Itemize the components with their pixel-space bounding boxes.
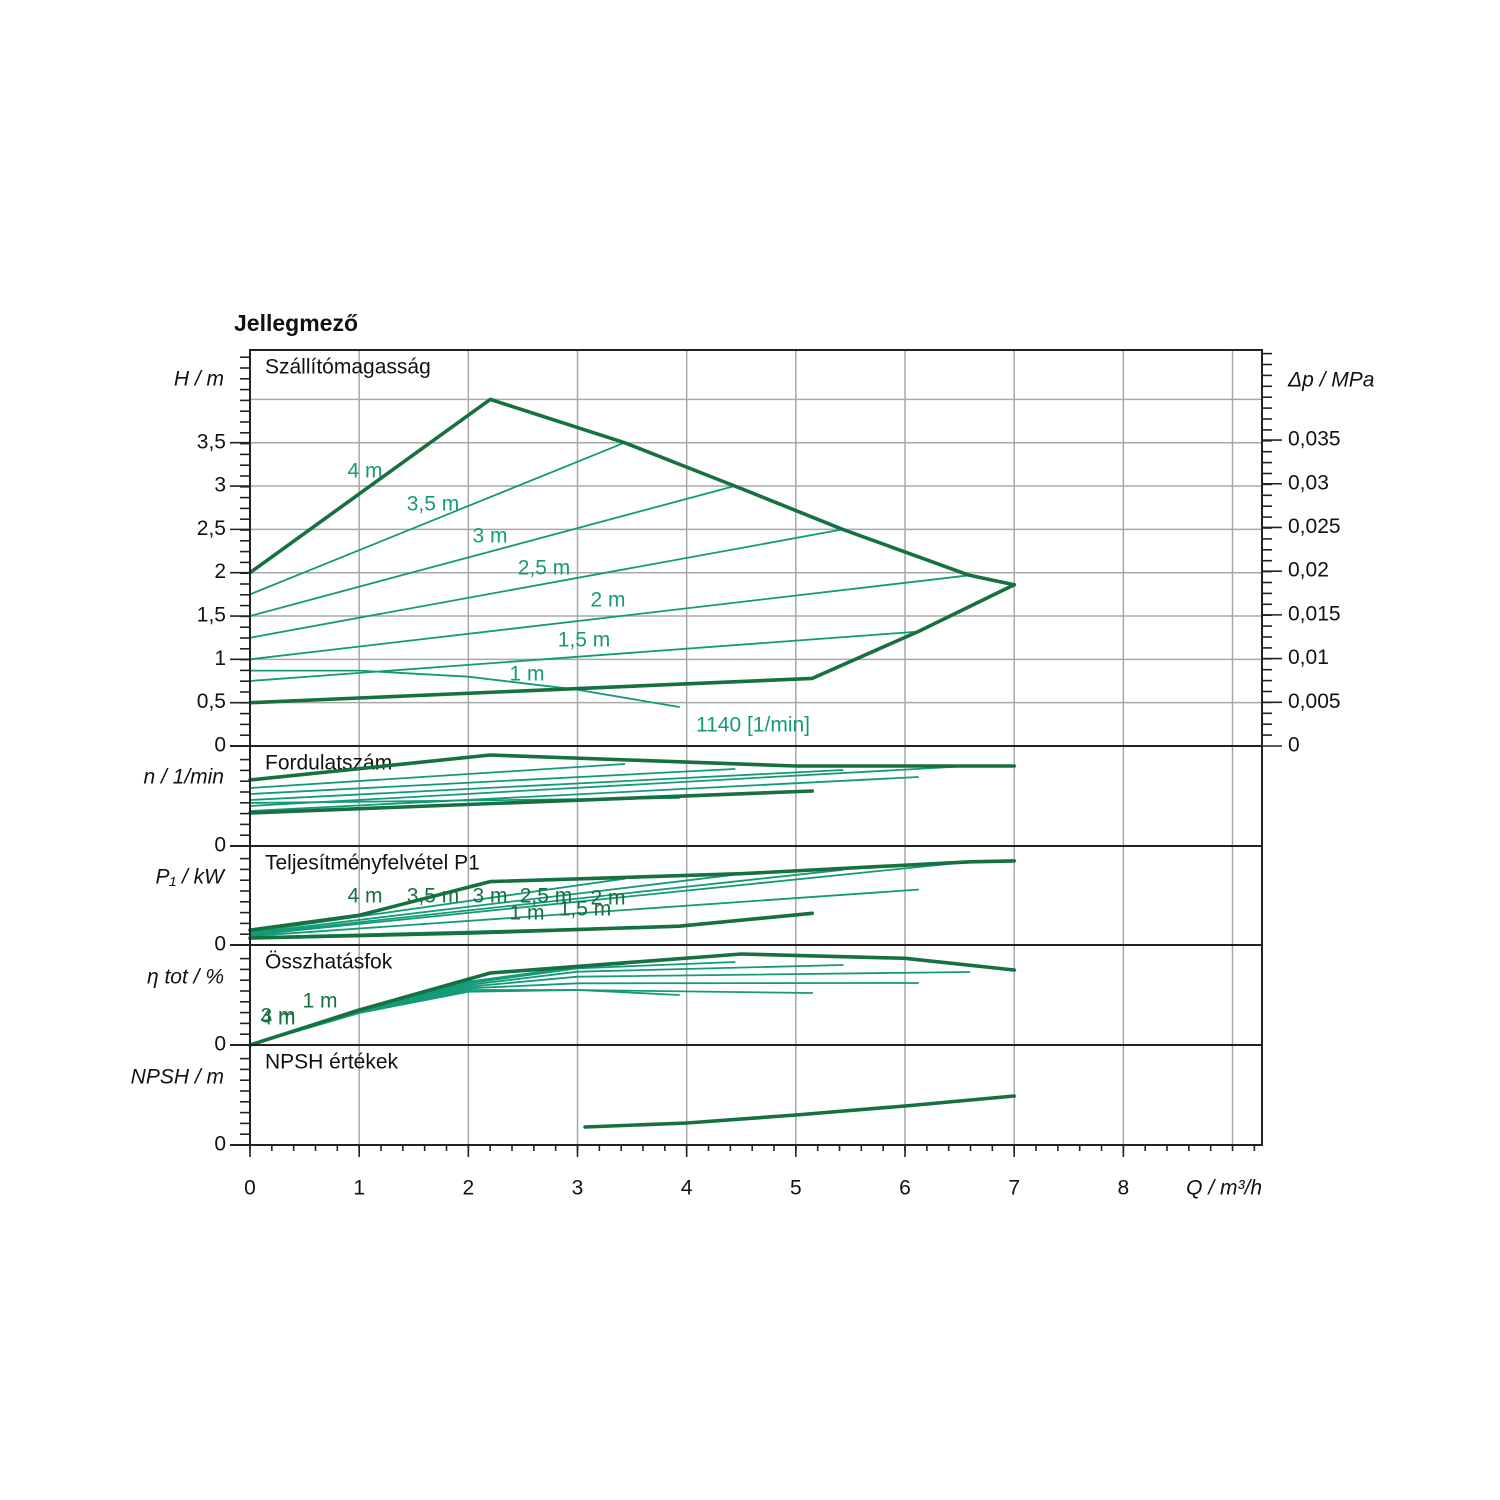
panel-title: Összhatásfok	[265, 951, 393, 974]
envelope-line	[248, 397, 1016, 587]
y2-tick-label: 0	[1288, 734, 1300, 757]
curve-annotation: 3 m	[472, 525, 507, 548]
curve-annotation: 3 m	[260, 1005, 295, 1028]
y2-tick-label: 0,01	[1288, 646, 1329, 669]
curve-line	[249, 765, 971, 807]
curve-line	[249, 763, 626, 789]
y2-axis-label: Δp / MPa	[1287, 369, 1374, 392]
panel-title: Szállítómagasság	[265, 356, 431, 379]
envelope-line	[248, 952, 1016, 1047]
curve-line	[249, 868, 844, 935]
curve-annotation: 4 m	[347, 885, 382, 908]
x-tick-label: 3	[572, 1177, 584, 1200]
y-axis-label: H / m	[174, 368, 224, 391]
envelope-line	[583, 1094, 1016, 1129]
y-tick-label: 2	[214, 560, 226, 583]
y-tick-label: 1,5	[197, 604, 226, 627]
curve-line	[249, 873, 736, 934]
chart-title: Jellegmező	[234, 310, 358, 336]
x-tick-label: 4	[681, 1177, 693, 1200]
plot-frame	[249, 349, 1263, 1146]
curve-line	[249, 574, 971, 661]
curve-annotation: 1 m	[509, 902, 544, 925]
y-tick-label: 3,5	[197, 430, 226, 453]
curve-annotation: 2 m	[590, 589, 625, 612]
envelope-line	[248, 911, 814, 940]
curve-annotation: 1 m	[509, 663, 544, 686]
y-axis-label: n / 1/min	[143, 766, 224, 789]
curve-line	[249, 776, 919, 812]
y-tick-label: 0	[214, 933, 226, 956]
curve-line	[249, 630, 919, 682]
curve-annotation: 3,5 m	[407, 885, 460, 908]
panel-title: NPSH értékek	[265, 1051, 399, 1074]
curve-annotation: 4 m	[347, 460, 382, 483]
curve-line	[249, 441, 626, 596]
curve-annotation: 2,5 m	[520, 885, 573, 908]
y-tick-label: 0	[214, 734, 226, 757]
envelope-line	[248, 789, 814, 815]
x-axis-label: Q / m³/h	[1186, 1177, 1262, 1200]
y2-tick-label: 0,02	[1288, 559, 1329, 582]
y-tick-label: 0,5	[197, 690, 226, 713]
curve-annotation: 1140 [1/min]	[696, 714, 810, 737]
y-tick-label: 0	[214, 834, 226, 857]
envelope-line	[248, 859, 1016, 932]
y-axis-label: P₁ / kW	[156, 866, 227, 889]
y2-tick-label: 0,03	[1288, 471, 1329, 494]
curve-annotation: 1,5 m	[558, 629, 611, 652]
envelope-line	[248, 753, 1016, 782]
y-tick-label: 1	[214, 647, 226, 670]
x-tick-label: 2	[462, 1177, 474, 1200]
y2-tick-label: 0,015	[1288, 602, 1341, 625]
x-tick-label: 5	[790, 1177, 802, 1200]
curve-annotation: 3,5 m	[407, 493, 460, 516]
y-tick-label: 0	[214, 1033, 226, 1056]
panel-title: Teljesítményfelvétel P1	[265, 852, 480, 875]
curve-line	[249, 888, 919, 937]
curve-line	[249, 528, 844, 639]
curve-annotation: 3 m	[472, 885, 507, 908]
curve-annotation: 4 m	[260, 1007, 295, 1030]
curve-line	[249, 669, 680, 708]
curve-line	[249, 860, 971, 936]
y2-tick-label: 0,035	[1288, 428, 1341, 451]
y-tick-label: 0	[214, 1133, 226, 1156]
curve-line	[249, 989, 814, 1046]
y-tick-label: 2,5	[197, 517, 226, 540]
x-tick-label: 0	[244, 1177, 256, 1200]
curve-annotation: 1 m	[302, 990, 337, 1013]
curve-line	[249, 768, 736, 795]
curve-annotation: 2 m	[590, 887, 625, 910]
curve-line	[249, 485, 736, 617]
x-tick-label: 6	[899, 1177, 911, 1200]
envelope-line	[248, 583, 1016, 705]
y-axis-label: η tot / %	[147, 966, 224, 989]
curve-annotation: 1,5 m	[559, 898, 612, 921]
curve-annotation: 2,5 m	[518, 557, 571, 580]
curve-line	[249, 769, 844, 801]
x-tick-label: 8	[1118, 1177, 1130, 1200]
x-tick-label: 1	[353, 1177, 365, 1200]
y-tick-label: 3	[214, 474, 226, 497]
y-axis-label: NPSH / m	[131, 1066, 224, 1089]
x-tick-label: 7	[1008, 1177, 1020, 1200]
y2-tick-label: 0,005	[1288, 690, 1341, 713]
y2-tick-label: 0,025	[1288, 515, 1341, 538]
